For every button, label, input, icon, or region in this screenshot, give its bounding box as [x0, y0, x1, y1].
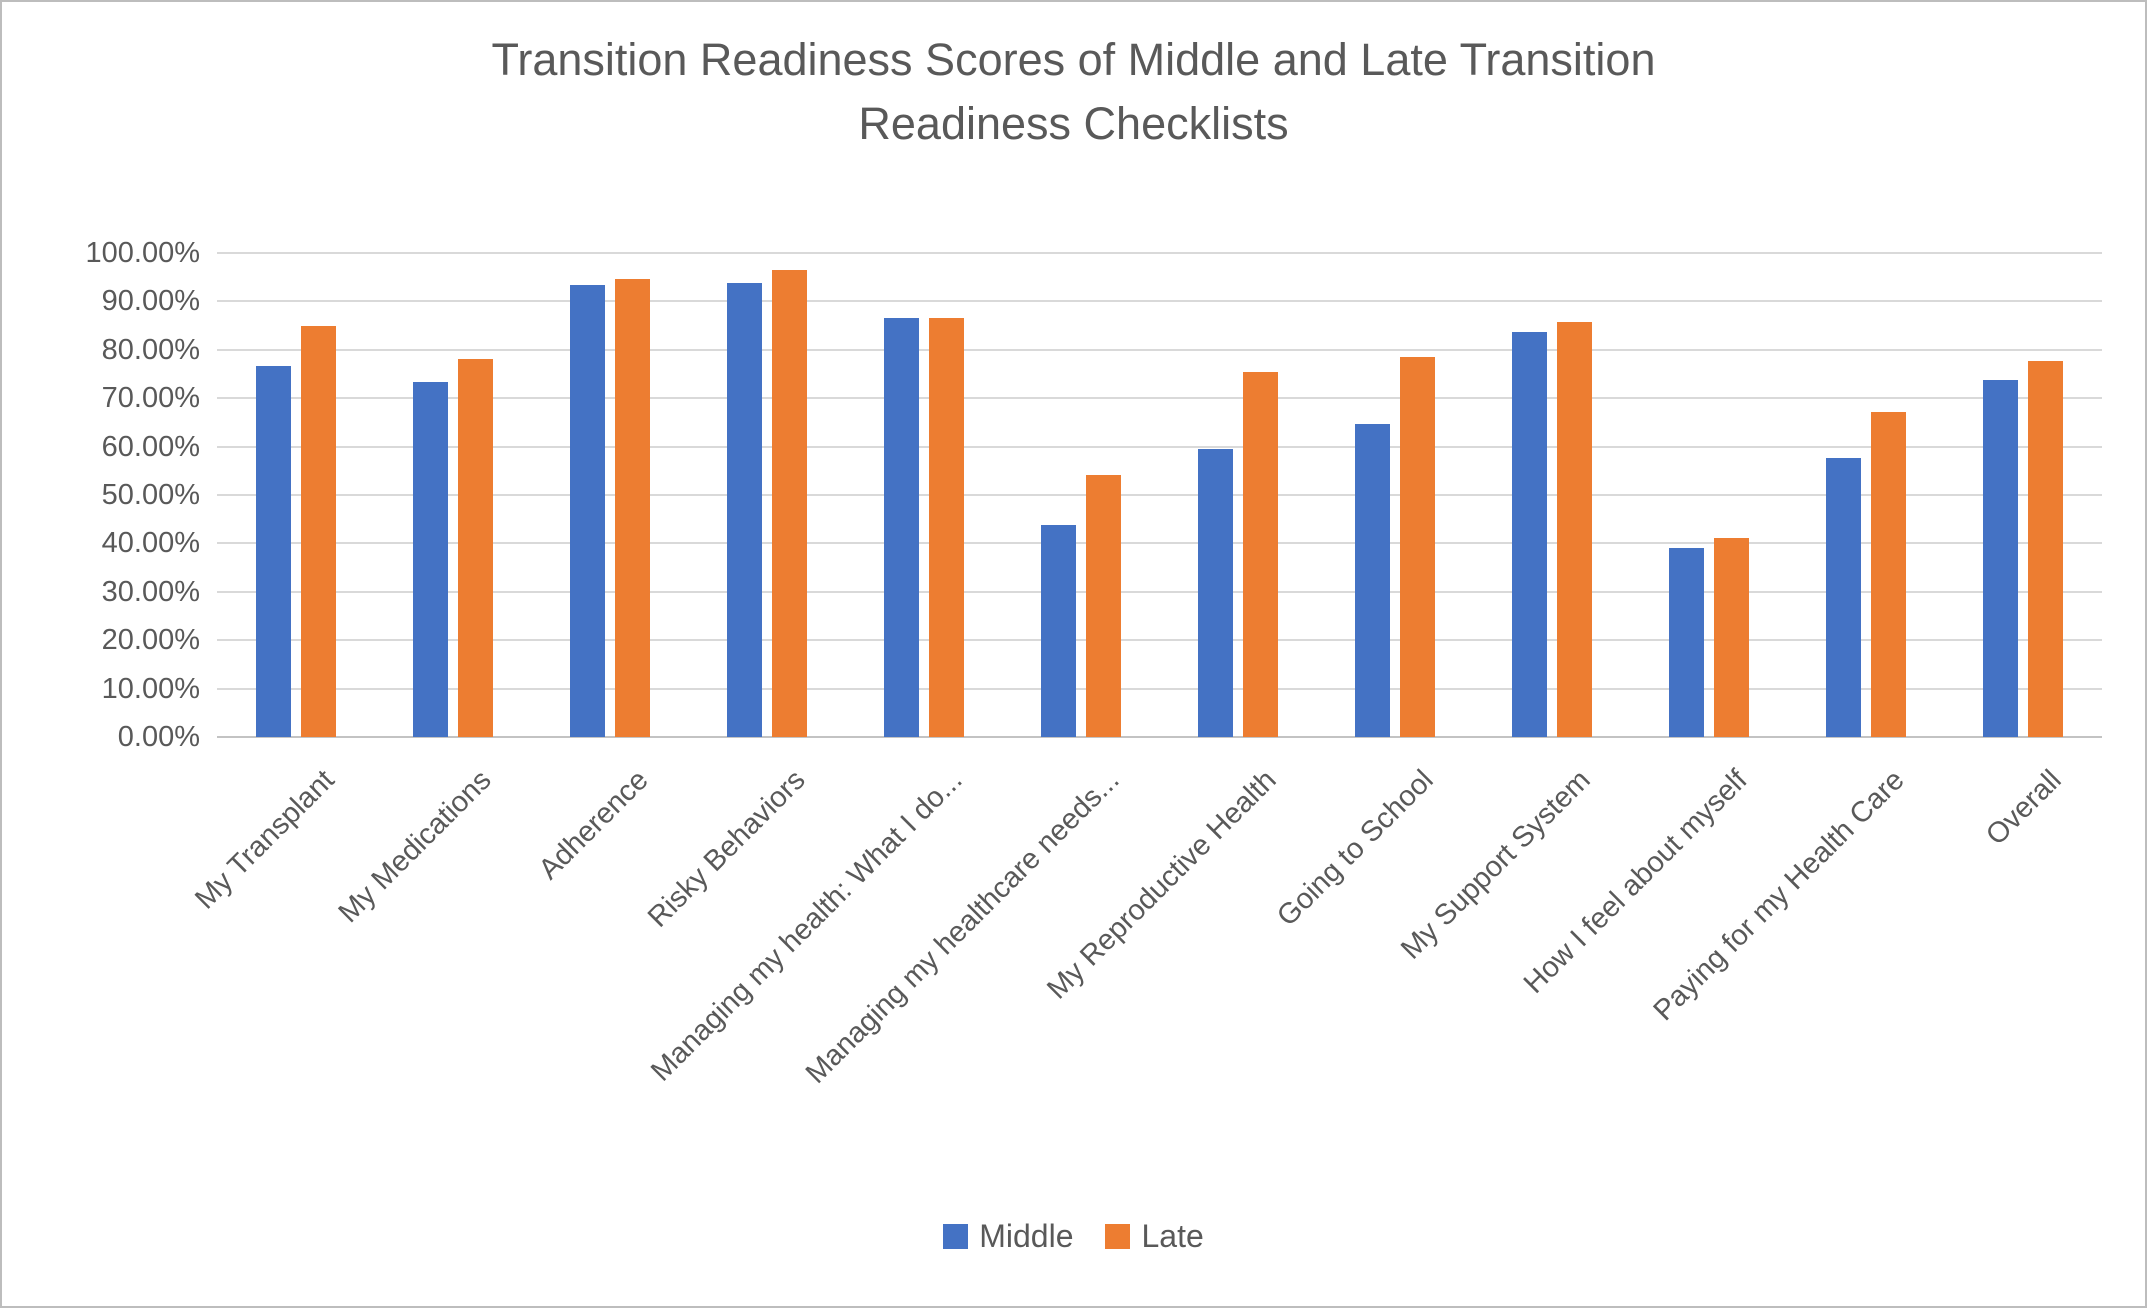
y-axis-tick-label: 10.00%	[101, 672, 200, 705]
bar-late	[1871, 412, 1907, 737]
gridline	[217, 687, 2102, 690]
bar-middle	[1355, 424, 1391, 737]
legend-swatch-icon	[1105, 1223, 1131, 1249]
y-axis-tick-label: 50.00%	[101, 479, 200, 511]
bar-middle	[1826, 458, 1862, 737]
y-axis-tick-label: 40.00%	[101, 527, 200, 560]
legend-swatch-icon	[943, 1223, 969, 1249]
bar-late	[614, 279, 650, 737]
gridline	[217, 300, 2102, 303]
gridline	[217, 397, 2102, 400]
y-axis-tick-label: 100.00%	[85, 237, 201, 269]
bar-middle	[412, 382, 448, 737]
y-axis-tick-label: 0.00%	[117, 721, 200, 753]
legend-label: Middle	[979, 1218, 1074, 1254]
x-axis-line	[217, 736, 2102, 738]
y-axis-tick-label: 20.00%	[101, 624, 200, 657]
gridline	[217, 348, 2102, 351]
y-axis-tick-label: 30.00%	[101, 575, 200, 608]
legend-label: Late	[1141, 1218, 1204, 1254]
bar-late	[457, 359, 493, 737]
y-axis-tick-label: 90.00%	[101, 285, 200, 318]
bar-late	[1714, 537, 1750, 737]
bar-late	[1557, 321, 1593, 737]
bar-late	[928, 318, 964, 737]
gridline	[217, 590, 2102, 593]
bar-late	[771, 269, 807, 737]
bar-middle	[255, 365, 291, 737]
bar-late	[1085, 474, 1121, 737]
bar-late	[300, 325, 336, 737]
bar-middle	[1669, 548, 1705, 737]
bar-late	[2028, 360, 2064, 737]
bar-middle	[1198, 448, 1234, 737]
gridline	[217, 542, 2102, 545]
gridline	[217, 252, 2102, 254]
legend-item-late: Late	[1105, 1218, 1204, 1254]
legend: Middle Late	[2, 1220, 2145, 1252]
bar-middle	[1040, 524, 1076, 737]
y-axis-tick-label: 60.00%	[101, 430, 200, 463]
bar-middle	[1983, 379, 2019, 737]
bar-middle	[726, 283, 762, 737]
y-axis-tick-label: 70.00%	[101, 382, 200, 415]
chart-title-text: Transition Readiness Scores of Middle an…	[491, 34, 1656, 149]
gridline	[217, 445, 2102, 448]
y-axis-tick-label: 80.00%	[101, 333, 200, 366]
bar-late	[1243, 372, 1279, 737]
bar-middle	[1512, 332, 1548, 737]
gridline	[217, 494, 2102, 496]
gridline	[217, 639, 2102, 642]
legend-item-middle: Middle	[943, 1220, 1073, 1252]
bar-middle	[883, 318, 919, 737]
bar-late	[1400, 356, 1436, 737]
bar-middle	[569, 285, 605, 737]
chart-title: Transition Readiness Scores of Middle an…	[2, 28, 2145, 156]
